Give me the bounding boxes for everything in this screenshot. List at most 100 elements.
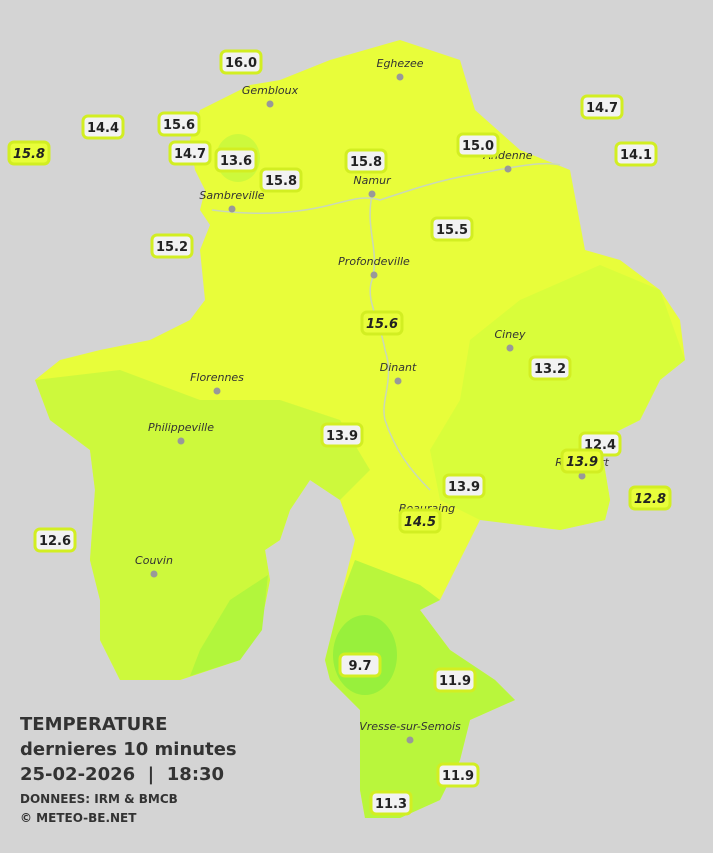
city-dot bbox=[368, 190, 376, 198]
city-label: Sambreville bbox=[199, 189, 264, 202]
station-layer: 16.0 14.4 15.6 15.8 14.7 13.6 15.8 15.8 15.0 14.7… bbox=[7, 49, 672, 816]
station-value: 16.0 bbox=[225, 56, 257, 71]
city-label: Florennes bbox=[190, 371, 244, 384]
station: 13.9 bbox=[560, 448, 604, 474]
mild-zone bbox=[35, 370, 370, 680]
station: 11.9 bbox=[433, 667, 477, 693]
station: 15.8 bbox=[259, 167, 303, 193]
station-box bbox=[150, 233, 194, 259]
station-box bbox=[456, 132, 500, 158]
station-value: 13.9 bbox=[326, 429, 358, 444]
city-label: Eghezee bbox=[377, 57, 424, 70]
station-value: 15.0 bbox=[462, 139, 494, 154]
station-box bbox=[442, 473, 486, 499]
city-dot bbox=[504, 165, 512, 173]
station-value: 9.7 bbox=[348, 659, 371, 674]
station: 15.8 bbox=[344, 148, 388, 174]
station: 16.0 bbox=[219, 49, 263, 75]
station: 11.9 bbox=[436, 762, 480, 788]
station-value: 13.9 bbox=[448, 480, 480, 495]
station-box bbox=[168, 140, 212, 166]
city-dot bbox=[506, 344, 514, 352]
station-value: 14.7 bbox=[174, 147, 206, 162]
station-box bbox=[338, 652, 382, 678]
station-box bbox=[81, 114, 125, 140]
station-box bbox=[259, 167, 303, 193]
station-value: 13.9 bbox=[566, 455, 598, 470]
station-value: 15.6 bbox=[366, 317, 398, 332]
legend-source: DONNEES: IRM & BMCB bbox=[20, 792, 178, 806]
city-dot bbox=[578, 472, 586, 480]
station-box bbox=[433, 667, 477, 693]
station-box bbox=[430, 216, 474, 242]
station-box bbox=[436, 762, 480, 788]
station: 11.3 bbox=[369, 790, 413, 816]
city-dot bbox=[228, 205, 236, 213]
city-label: Profondeville bbox=[338, 255, 410, 268]
city-label: Dinant bbox=[380, 361, 417, 374]
station: 12.6 bbox=[33, 527, 77, 553]
legend-copyright: © METEO-BE.NET bbox=[20, 811, 137, 825]
station-value: 14.4 bbox=[87, 121, 119, 136]
station-value: 11.9 bbox=[439, 674, 471, 689]
cool-zone bbox=[190, 575, 268, 676]
city-dot bbox=[150, 570, 158, 578]
station-box bbox=[219, 49, 263, 75]
station: 13.2 bbox=[528, 355, 572, 381]
legend-subtitle: dernieres 10 minutes bbox=[20, 739, 237, 760]
legend-title: TEMPERATURE bbox=[20, 714, 167, 735]
station: 14.1 bbox=[614, 141, 658, 167]
station-value: 12.8 bbox=[634, 492, 666, 507]
city-dot bbox=[396, 73, 404, 81]
station-box bbox=[344, 148, 388, 174]
station-box bbox=[580, 94, 624, 120]
city-label: Philippeville bbox=[148, 421, 214, 434]
station: 14.4 bbox=[81, 114, 125, 140]
station: 14.7 bbox=[168, 140, 212, 166]
station-box bbox=[157, 111, 201, 137]
station-value: 11.3 bbox=[375, 797, 407, 812]
city-label: Ciney bbox=[495, 328, 526, 341]
city-dot bbox=[406, 736, 414, 744]
station: 15.6 bbox=[157, 111, 201, 137]
station-box bbox=[369, 790, 413, 816]
city-label: Vresse-sur-Semois bbox=[359, 720, 461, 733]
station-value: 13.6 bbox=[220, 154, 252, 169]
legend-datetime: 25-02-2026 | 18:30 bbox=[20, 764, 224, 785]
city-label: Gembloux bbox=[242, 84, 299, 97]
warm-zone bbox=[430, 265, 685, 530]
station-value: 15.8 bbox=[350, 155, 382, 170]
station-value: 15.5 bbox=[436, 223, 468, 238]
station: 15.5 bbox=[430, 216, 474, 242]
station-value: 15.8 bbox=[13, 147, 45, 162]
station-box bbox=[214, 147, 258, 173]
station: 14.7 bbox=[580, 94, 624, 120]
station-value: 12.6 bbox=[39, 534, 71, 549]
station: 13.9 bbox=[442, 473, 486, 499]
station-box bbox=[398, 508, 442, 534]
station-value: 14.5 bbox=[404, 515, 436, 530]
station-value: 13.2 bbox=[534, 362, 566, 377]
station-box bbox=[614, 141, 658, 167]
station: 15.2 bbox=[150, 233, 194, 259]
legend: TEMPERATURE dernieres 10 minutes 25-02-2… bbox=[20, 714, 237, 825]
station-box bbox=[33, 527, 77, 553]
station-value: 15.2 bbox=[156, 240, 188, 255]
station-value: 15.6 bbox=[163, 118, 195, 133]
station: 14.5 bbox=[398, 508, 442, 534]
station: 9.7 bbox=[338, 652, 382, 678]
station-box bbox=[528, 355, 572, 381]
station-value: 15.8 bbox=[265, 174, 297, 189]
city-label: Namur bbox=[353, 174, 392, 187]
station: 13.6 bbox=[214, 147, 258, 173]
station-box bbox=[360, 310, 404, 336]
station: 15.8 bbox=[7, 140, 51, 166]
station-box bbox=[7, 140, 51, 166]
station-value: 14.7 bbox=[586, 101, 618, 116]
city-dot bbox=[266, 100, 274, 108]
city-dot bbox=[213, 387, 221, 395]
station-box bbox=[628, 485, 672, 511]
station-value: 14.1 bbox=[620, 148, 652, 163]
